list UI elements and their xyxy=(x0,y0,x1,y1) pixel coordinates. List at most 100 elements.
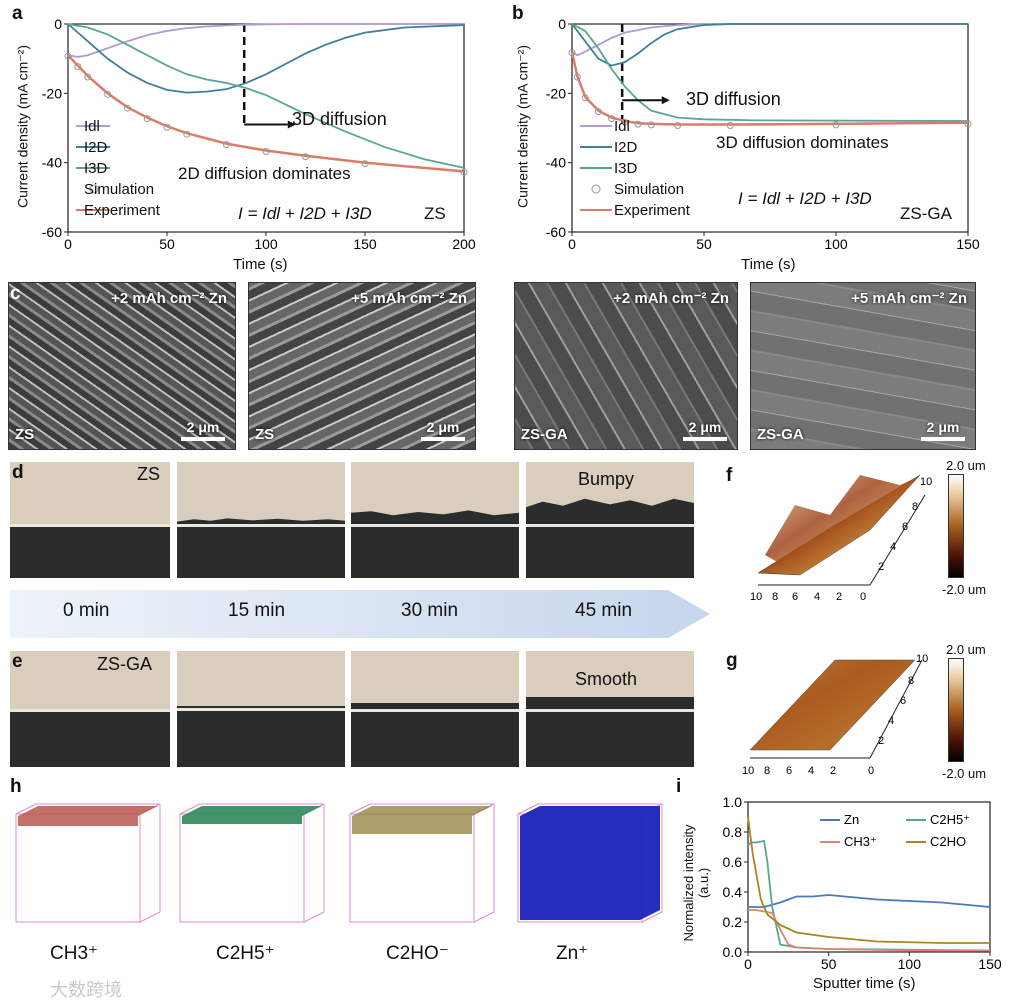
tof-label-ch3: CH3⁺ xyxy=(50,943,99,964)
frame-e-sample: ZS-GA xyxy=(97,654,153,674)
legend-b-i2d: I2D xyxy=(614,139,638,156)
chart-b-ylabel: Current density (mA cm⁻²) xyxy=(514,45,531,208)
chart-b-simulation-point xyxy=(568,49,576,57)
chart-i-ytick-label: 0.4 xyxy=(723,884,743,900)
chart-a-ytick-label: -20 xyxy=(42,85,62,101)
svg-text:0: 0 xyxy=(868,765,874,777)
chart-b-simulation-point xyxy=(594,108,602,116)
chart-b-series-experiment xyxy=(570,51,969,126)
chart-b-dominant-label: 3D diffusion dominates xyxy=(716,133,889,152)
svg-text:4: 4 xyxy=(808,765,814,777)
chart-a-series-idl xyxy=(67,23,464,58)
chart-a-simulation-point xyxy=(84,73,92,81)
chart-a-xtick-label: 150 xyxy=(353,236,377,252)
chart-a-simulation-point xyxy=(262,148,270,156)
svg-text:6: 6 xyxy=(902,521,908,533)
chart-b-xtick-label: 50 xyxy=(696,236,712,252)
chart-b-simulation-point xyxy=(647,121,655,129)
chart-a: 0 50 100 150 200 0 -20 -40 -60 xyxy=(42,16,476,252)
chart-b-simulation-point xyxy=(608,115,616,123)
chart-a-simulation-point xyxy=(460,168,468,176)
chart-b-series-i2d xyxy=(571,23,968,67)
chart-i-ytick-label: 0.2 xyxy=(723,914,743,930)
sem-1-scale: 2 μm xyxy=(186,419,220,435)
legend-a-idl: Idl xyxy=(84,118,100,135)
chart-a-ylabel: Current density (mA cm⁻²) xyxy=(14,45,31,208)
sem-3-scalebar: 2 μm xyxy=(683,419,727,441)
chart-a-series-i2d xyxy=(67,23,465,94)
chart-b-arrow-head xyxy=(661,96,670,105)
chart-b-equation: I = Idl + I2D + I3D xyxy=(738,189,872,208)
chart-b-simulation-point xyxy=(674,122,682,130)
timeline-15min: 15 min xyxy=(228,600,286,621)
cube-c2h5-layer xyxy=(182,806,322,824)
chart-i: 0 50 100 150 0.0 0.2 0.4 0.6 0.8 1.0 Zn C2H5⁺ CH3⁺ C2… xyxy=(723,794,1002,972)
svg-text:2: 2 xyxy=(878,561,884,573)
svg-text:10: 10 xyxy=(920,476,932,488)
chart-b: 0 50 100 150 0 -20 -40 -60 xyxy=(546,16,980,252)
sem-3-sample: ZS-GA xyxy=(521,426,568,443)
cube-ch3-layer xyxy=(18,806,158,826)
chart-b-ytick-label: -40 xyxy=(546,155,566,171)
cube-c2ho-layer xyxy=(352,806,492,834)
chart-b-arrow-label: 3D diffusion xyxy=(686,89,781,109)
svg-text:4: 4 xyxy=(814,591,820,603)
svg-text:2: 2 xyxy=(836,591,842,603)
svg-text:10: 10 xyxy=(916,653,928,665)
frame-d-0min xyxy=(10,462,170,578)
timeline-arrow xyxy=(10,590,710,638)
chart-b-simulation-point xyxy=(621,118,629,126)
chart-a-xtick-label: 200 xyxy=(452,236,476,252)
chart-a-simulation-point xyxy=(183,130,191,138)
legend-i-label: CH3⁺ xyxy=(844,834,877,849)
panel-a-letter: a xyxy=(12,3,23,24)
panel-e-letter: e xyxy=(12,651,23,672)
chart-i-xlabel: Sputter time (s) xyxy=(813,975,916,992)
sem-1-scalebar: 2 μm xyxy=(181,419,225,441)
chart-a-series-experiment xyxy=(67,54,465,173)
chart-a-dominant-label: 2D diffusion dominates xyxy=(178,164,351,183)
sem-1-sample: ZS xyxy=(15,426,35,443)
panel-h-letter: h xyxy=(10,776,22,797)
chart-i-xtick-label: 150 xyxy=(978,956,1002,972)
panel-f-letter: f xyxy=(726,465,733,486)
svg-text:0: 0 xyxy=(860,591,866,603)
timeline-30min: 30 min xyxy=(401,600,459,621)
afm-g-colorbar xyxy=(948,658,964,762)
chart-b-ytick-label: 0 xyxy=(558,16,566,32)
tof-label-zn: Zn⁺ xyxy=(556,943,589,964)
panel-i-letter: i xyxy=(676,776,682,797)
tof-label-c2h5: C2H5⁺ xyxy=(216,943,275,964)
svg-text:4: 4 xyxy=(888,715,894,727)
chart-i-ylabel: Normalized intensity (a.u.) xyxy=(681,824,711,942)
sem-2-scale: 2 μm xyxy=(426,419,460,435)
legend-i-label: Zn xyxy=(844,812,859,827)
chart-b-ytick-label: -60 xyxy=(546,224,566,240)
legend-a-exp: Experiment xyxy=(84,202,160,219)
tof-cubes xyxy=(15,803,663,923)
svg-text:8: 8 xyxy=(908,675,914,687)
chart-a-simulation-point xyxy=(104,90,112,98)
panel-b-letter: b xyxy=(512,3,524,24)
svg-text:8: 8 xyxy=(912,501,918,513)
frame-e-0min xyxy=(10,651,170,767)
sem-image-3: +2 mAh cm⁻² Zn ZS-GA 2 μm xyxy=(514,282,738,450)
chart-i-series-c2h5 xyxy=(747,839,991,952)
chart-a-simulation-point xyxy=(222,141,230,149)
legend-i-label: C2H5⁺ xyxy=(930,812,970,827)
legend-b-sim-marker xyxy=(591,184,601,194)
afm-g-cbar-max: 2.0 um xyxy=(946,642,986,657)
chart-b-sample: ZS-GA xyxy=(900,204,952,223)
sem-image-1: +2 mAh cm⁻² Zn ZS 2 μm xyxy=(8,282,236,450)
frame-e-30min xyxy=(351,651,519,767)
watermark: 大数跨境 xyxy=(50,980,122,1000)
sem-1-top: +2 mAh cm⁻² Zn xyxy=(111,290,227,307)
chart-a-simulation-point xyxy=(163,123,171,131)
legend-i-label: C2HO xyxy=(930,834,966,849)
chart-a-simulation-point xyxy=(361,160,369,168)
sem-4-top: +5 mAh cm⁻² Zn xyxy=(851,290,967,307)
legend-b-sim: Simulation xyxy=(614,181,685,198)
chart-b-series-idl xyxy=(571,23,968,57)
sem-2-scalebar: 2 μm xyxy=(421,419,465,441)
frame-e-45min xyxy=(526,651,694,767)
